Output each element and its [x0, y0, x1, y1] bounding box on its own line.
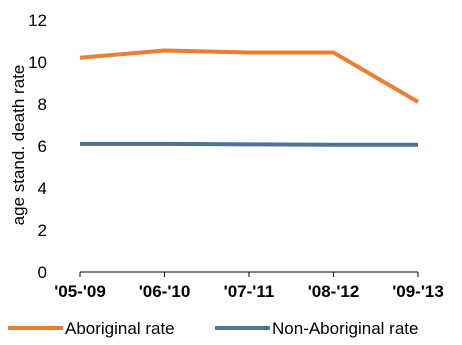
- y-axis-title-group: age stand. death rate: [9, 65, 28, 226]
- y-axis-ticks: 0 2 4 6 8 10 12: [28, 11, 47, 282]
- y-tick-label: 12: [28, 11, 47, 30]
- y-tick-label: 6: [38, 137, 47, 156]
- legend: Aboriginal rate Non-Aboriginal rate: [8, 319, 418, 338]
- series-layer: [79, 48, 420, 147]
- y-tick-label: 10: [28, 53, 47, 72]
- series-line: [80, 141, 418, 147]
- y-tick-label: 0: [38, 263, 47, 282]
- x-tick-label: '07-'11: [224, 282, 275, 301]
- x-tick-label: '08-'12: [308, 282, 360, 301]
- legend-label: Aboriginal rate: [65, 319, 175, 338]
- series-line: [79, 48, 420, 104]
- x-tick-label: '05-'09: [54, 282, 106, 301]
- y-axis-title: age stand. death rate: [9, 65, 28, 226]
- x-tick-label: '06-'10: [139, 282, 191, 301]
- x-tick-label: '09-'13: [392, 282, 444, 301]
- y-tick-label: 4: [38, 179, 47, 198]
- x-axis: '05-'09 '06-'10 '07-'11 '08-'12 '09-'13: [54, 271, 444, 301]
- legend-label: Non-Aboriginal rate: [272, 319, 418, 338]
- y-tick-label: 2: [38, 221, 47, 240]
- y-tick-label: 8: [38, 95, 47, 114]
